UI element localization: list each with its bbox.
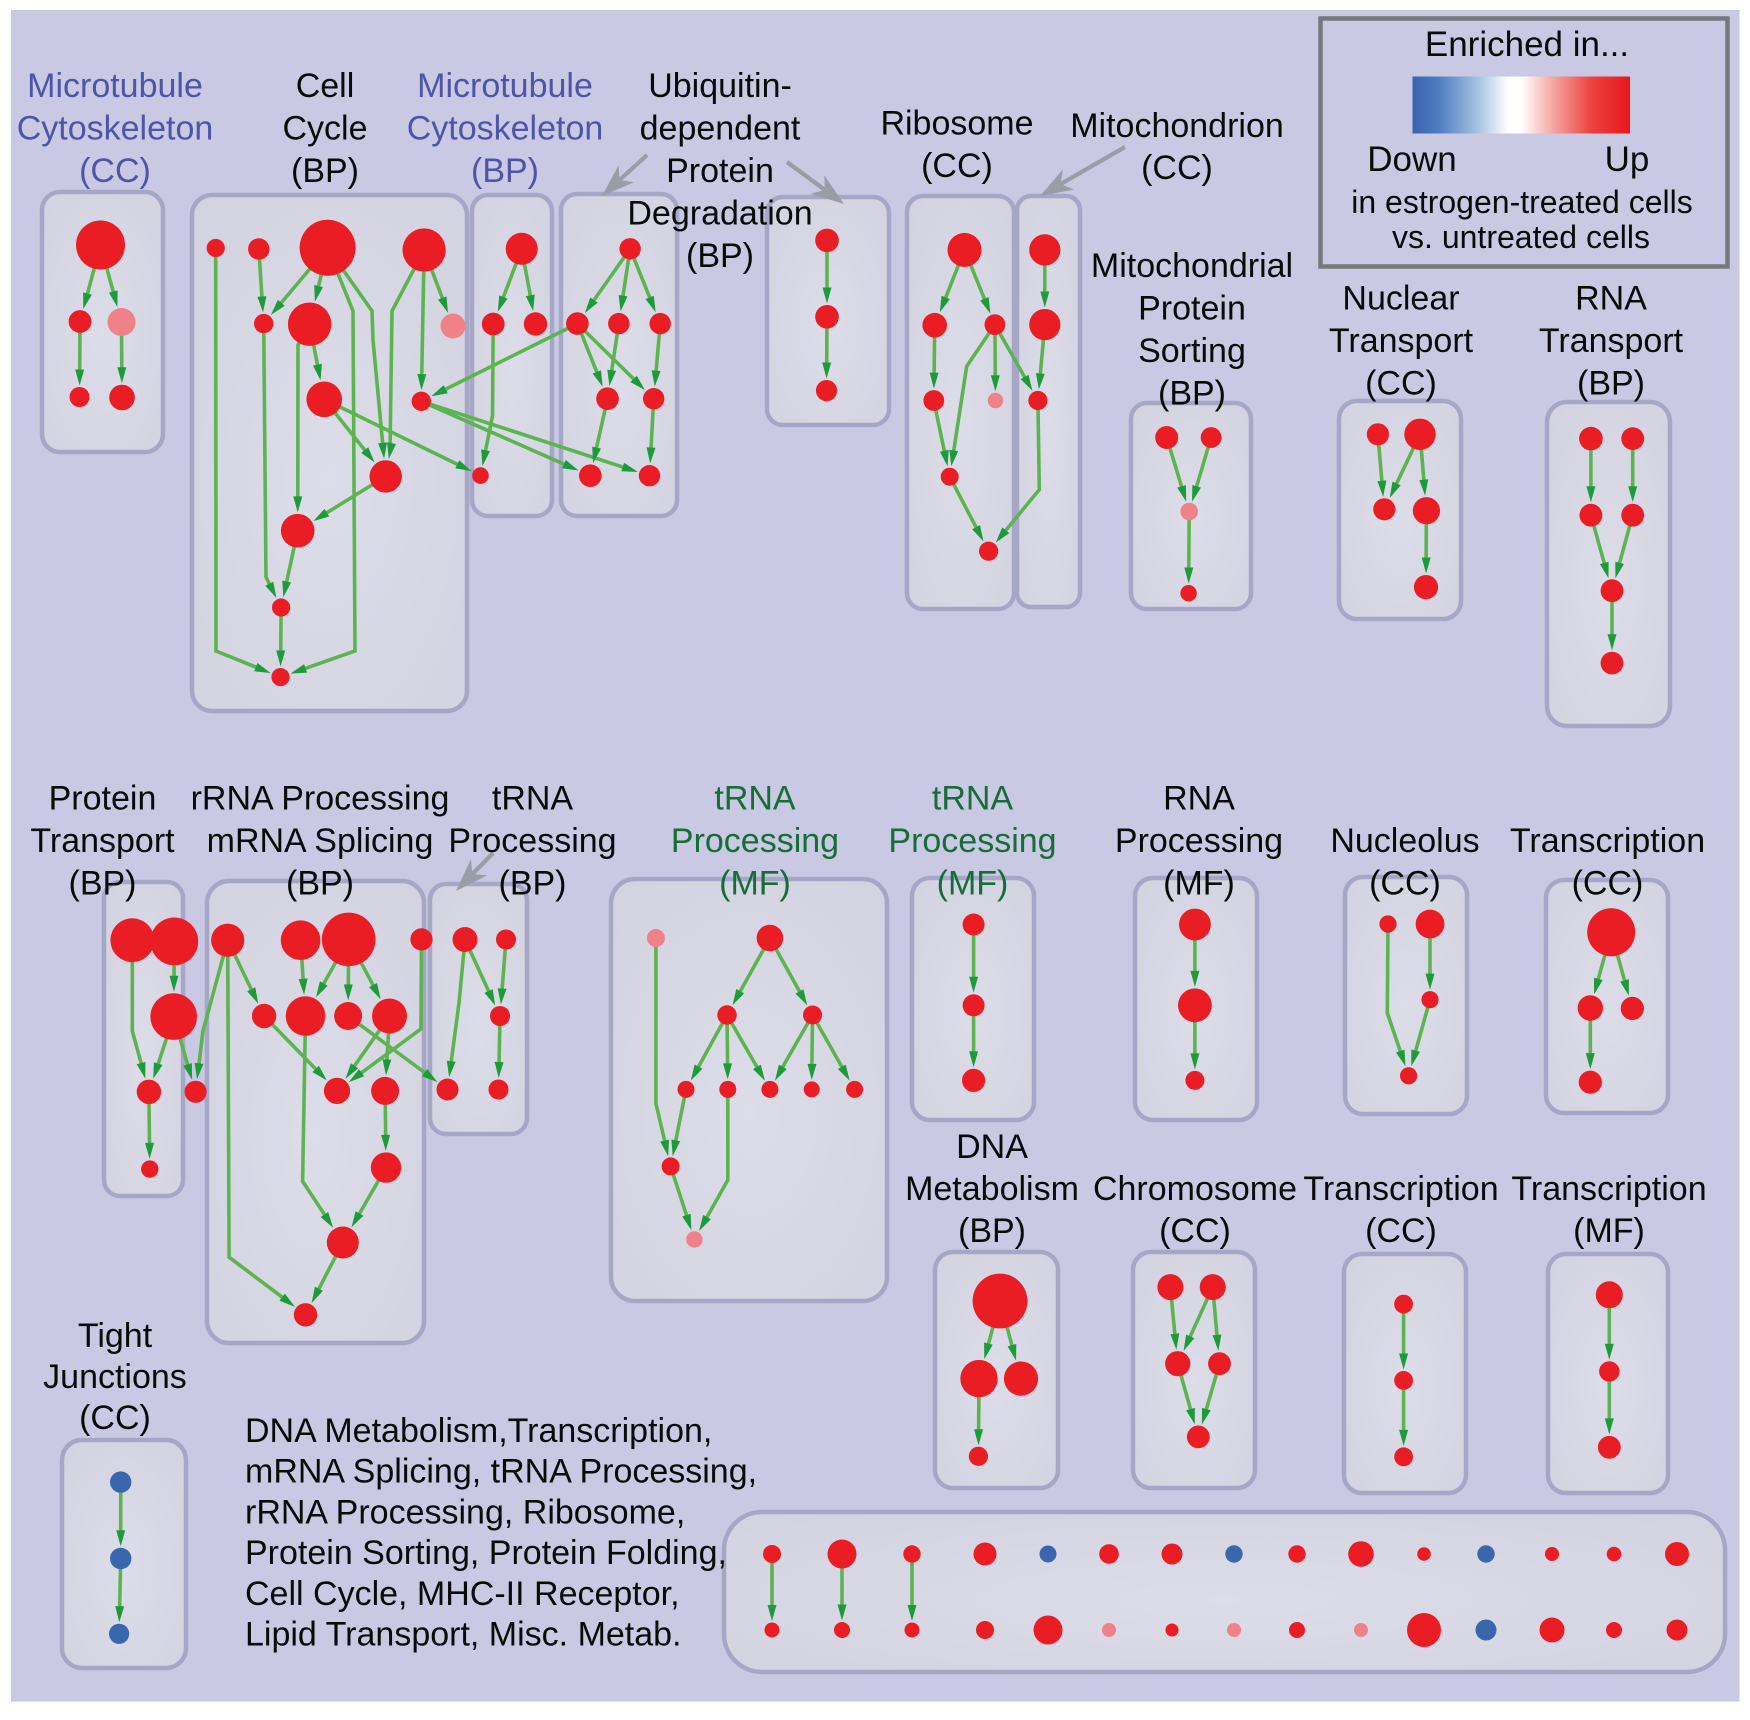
svg-text:(CC): (CC)	[1572, 865, 1644, 903]
svg-text:Up: Up	[1605, 140, 1650, 179]
svg-text:Cell: Cell	[296, 67, 355, 105]
svg-text:mRNA Splicing, tRNA Processing: mRNA Splicing, tRNA Processing,	[245, 1453, 757, 1491]
svg-text:(CC): (CC)	[1369, 865, 1441, 903]
svg-text:Transcription: Transcription	[1303, 1170, 1498, 1208]
svg-text:Metabolism: Metabolism	[905, 1170, 1079, 1208]
svg-text:DNA Metabolism,Transcription,: DNA Metabolism,Transcription,	[245, 1412, 712, 1450]
svg-text:Cell Cycle, MHC-II Receptor,: Cell Cycle, MHC-II Receptor,	[245, 1575, 680, 1613]
svg-text:Processing: Processing	[448, 822, 616, 860]
svg-text:(BP): (BP)	[471, 152, 539, 190]
svg-text:vs. untreated cells: vs. untreated cells	[1392, 219, 1650, 255]
svg-text:Microtubule: Microtubule	[27, 67, 203, 105]
svg-text:Enriched in...: Enriched in...	[1425, 25, 1629, 64]
svg-text:(CC): (CC)	[1159, 1212, 1231, 1250]
svg-text:(BP): (BP)	[1577, 365, 1645, 403]
svg-text:DNA: DNA	[956, 1128, 1028, 1166]
svg-text:(BP): (BP)	[286, 865, 354, 903]
svg-text:Nucleolus: Nucleolus	[1330, 822, 1479, 860]
svg-text:Down: Down	[1367, 140, 1456, 179]
svg-text:(CC): (CC)	[1365, 365, 1437, 403]
svg-text:Processing: Processing	[888, 822, 1056, 860]
svg-text:(MF): (MF)	[937, 865, 1009, 903]
svg-text:in estrogen-treated cells: in estrogen-treated cells	[1351, 184, 1693, 220]
svg-text:Mitochondrion: Mitochondrion	[1070, 107, 1284, 145]
svg-text:Processing: Processing	[1115, 822, 1283, 860]
svg-text:Cytoskeleton: Cytoskeleton	[407, 110, 604, 148]
svg-text:(BP): (BP)	[1158, 375, 1226, 413]
svg-text:Transport: Transport	[1329, 322, 1474, 360]
svg-text:(BP): (BP)	[69, 865, 137, 903]
svg-text:mRNA Splicing: mRNA Splicing	[207, 822, 434, 860]
svg-text:rRNA Processing: rRNA Processing	[191, 780, 450, 818]
svg-text:Junctions: Junctions	[43, 1358, 187, 1396]
svg-text:tRNA: tRNA	[492, 780, 574, 818]
svg-text:(MF): (MF)	[719, 865, 791, 903]
svg-text:(BP): (BP)	[499, 865, 567, 903]
svg-text:Transcription: Transcription	[1511, 1170, 1706, 1208]
svg-text:Chromosome: Chromosome	[1093, 1170, 1297, 1208]
svg-text:(CC): (CC)	[1365, 1212, 1437, 1250]
svg-text:(CC): (CC)	[79, 152, 151, 190]
svg-text:tRNA: tRNA	[714, 780, 796, 818]
svg-text:Ribosome: Ribosome	[880, 105, 1033, 143]
svg-text:(CC): (CC)	[79, 1399, 151, 1437]
svg-text:Cytoskeleton: Cytoskeleton	[17, 110, 214, 148]
svg-text:dependent: dependent	[640, 110, 801, 148]
svg-text:Lipid Transport, Misc. Metab.: Lipid Transport, Misc. Metab.	[245, 1616, 682, 1654]
svg-text:(BP): (BP)	[686, 237, 754, 275]
svg-text:Transcription: Transcription	[1510, 822, 1705, 860]
svg-text:RNA: RNA	[1575, 280, 1647, 318]
svg-text:tRNA: tRNA	[932, 780, 1014, 818]
svg-text:Degradation: Degradation	[627, 195, 812, 233]
svg-text:Tight: Tight	[78, 1317, 153, 1355]
svg-text:Processing: Processing	[671, 822, 839, 860]
svg-text:(MF): (MF)	[1573, 1212, 1645, 1250]
svg-text:Ubiquitin-: Ubiquitin-	[648, 67, 792, 105]
svg-text:Mitochondrial: Mitochondrial	[1091, 247, 1293, 285]
svg-text:Protein Sorting, Protein Foldi: Protein Sorting, Protein Folding,	[245, 1534, 727, 1572]
svg-text:(CC): (CC)	[921, 147, 993, 185]
svg-text:Cycle: Cycle	[282, 110, 367, 148]
svg-text:(BP): (BP)	[291, 152, 359, 190]
svg-text:rRNA Processing, Ribosome,: rRNA Processing, Ribosome,	[245, 1493, 685, 1531]
svg-text:Transport: Transport	[30, 822, 175, 860]
svg-text:Nuclear: Nuclear	[1342, 280, 1459, 318]
svg-text:Protein: Protein	[1138, 290, 1246, 328]
svg-text:Sorting: Sorting	[1138, 332, 1246, 370]
svg-text:(BP): (BP)	[958, 1212, 1026, 1250]
svg-text:Microtubule: Microtubule	[417, 67, 593, 105]
svg-text:(CC): (CC)	[1141, 149, 1213, 187]
svg-text:Transport: Transport	[1539, 322, 1684, 360]
svg-text:RNA: RNA	[1163, 780, 1235, 818]
svg-text:Protein: Protein	[666, 152, 774, 190]
svg-text:(MF): (MF)	[1163, 865, 1235, 903]
svg-text:Protein: Protein	[49, 780, 157, 818]
